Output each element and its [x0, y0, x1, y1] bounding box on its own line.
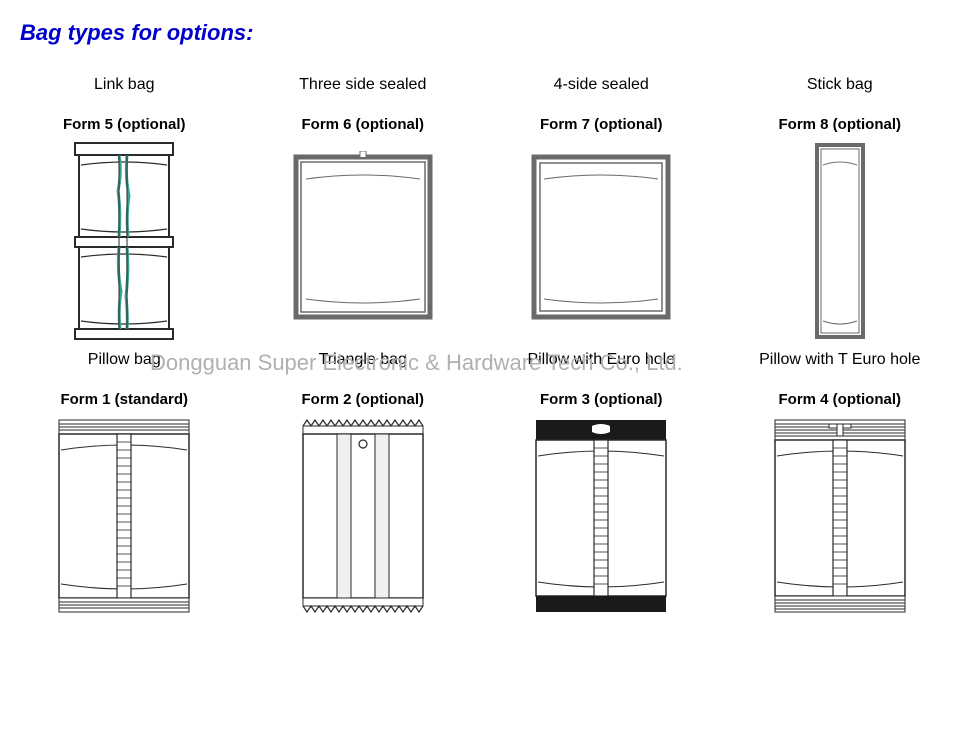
cell-link-bag: Link bag Form 5 (optional) — [20, 76, 229, 341]
type-label: Triangle bag — [319, 351, 407, 369]
pillow-t-euro-diagram — [760, 416, 920, 616]
type-label: Three side sealed — [299, 76, 426, 94]
type-label: Pillow bag — [88, 351, 161, 369]
cell-four-side: 4-side sealed Form 7 (optional) — [497, 76, 706, 341]
form-label: Form 6 (optional) — [302, 116, 425, 133]
form-label: Form 7 (optional) — [540, 116, 663, 133]
type-label: 4-side sealed — [554, 76, 649, 94]
cell-pillow-t-euro: Pillow with T Euro hole Form 4 (optional… — [736, 351, 945, 616]
cell-stick-bag: Stick bag Form 8 (optional) — [736, 76, 945, 341]
type-label: Pillow with Euro hole — [527, 351, 675, 369]
form-label: Form 1 (standard) — [60, 391, 188, 408]
pillow-bag-diagram — [44, 416, 204, 616]
three-side-diagram — [283, 141, 443, 341]
cell-triangle-bag: Triangle bag Form 2 (optional) — [259, 351, 468, 616]
cell-pillow-bag: Pillow bag Form 1 (standard) — [20, 351, 229, 616]
form-label: Form 4 (optional) — [779, 391, 902, 408]
triangle-bag-diagram — [283, 416, 443, 616]
form-label: Form 5 (optional) — [63, 116, 186, 133]
four-side-diagram — [521, 141, 681, 341]
page-title: Bag types for options: — [20, 20, 944, 46]
form-label: Form 8 (optional) — [779, 116, 902, 133]
form-label: Form 2 (optional) — [302, 391, 425, 408]
cell-three-side: Three side sealed Form 6 (optional) — [259, 76, 468, 341]
cell-pillow-euro: Pillow with Euro hole Form 3 (optional) — [497, 351, 706, 616]
form-label: Form 3 (optional) — [540, 391, 663, 408]
type-label: Stick bag — [807, 76, 873, 94]
link-bag-diagram — [44, 141, 204, 341]
type-label: Pillow with T Euro hole — [759, 351, 920, 369]
bag-grid: Link bag Form 5 (optional) — [20, 76, 944, 616]
type-label: Link bag — [94, 76, 155, 94]
pillow-euro-diagram — [521, 416, 681, 616]
stick-bag-diagram — [760, 141, 920, 341]
